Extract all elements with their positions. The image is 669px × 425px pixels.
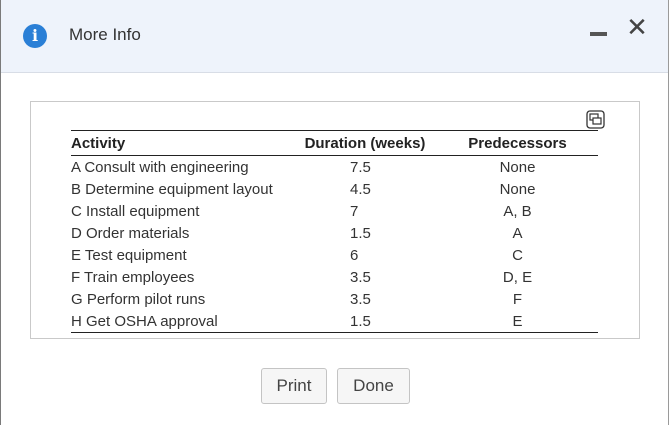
predecessors-cell: A	[512, 224, 523, 242]
duration-cell: 3.5	[350, 268, 371, 286]
table-row: G Perform pilot runs 3.5 F	[71, 288, 598, 310]
predecessors-cell: None	[499, 158, 536, 176]
minimize-button[interactable]	[590, 24, 608, 42]
predecessors-cell: D, E	[502, 268, 533, 286]
dialog-title: More Info	[69, 25, 141, 44]
activity-cell: H Get OSHA approval	[71, 310, 293, 333]
duration-cell: 3.5	[350, 290, 371, 308]
done-button[interactable]: Done	[337, 368, 410, 404]
table-row: A Consult with engineering 7.5 None	[71, 156, 598, 179]
activity-cell: A Consult with engineering	[71, 158, 249, 176]
activity-cell: C Install equipment	[71, 202, 200, 220]
predecessors-cell: None	[499, 180, 536, 198]
duration-cell: 7.5	[350, 158, 371, 176]
column-header-predecessors: Predecessors	[437, 130, 598, 156]
info-icon: i	[23, 24, 47, 48]
table-row: F Train employees 3.5 D, E	[71, 266, 598, 288]
activity-table: Activity Duration (weeks) Predecessors A…	[71, 130, 598, 333]
duration-cell: 1.5	[350, 224, 371, 242]
table-row: B Determine equipment layout 4.5 None	[71, 178, 598, 200]
duration-cell: 4.5	[350, 180, 371, 198]
activity-cell: F Train employees	[71, 268, 195, 286]
predecessors-cell: A, B	[503, 202, 532, 220]
duration-cell: 7	[350, 202, 359, 220]
predecessors-cell: C	[512, 246, 523, 264]
column-header-duration: Duration (weeks)	[293, 130, 437, 156]
column-header-activity: Activity	[71, 130, 293, 156]
activity-cell: B Determine equipment layout	[71, 180, 273, 198]
predecessors-cell: E	[437, 310, 598, 333]
activity-cell: D Order materials	[71, 224, 190, 242]
print-button[interactable]: Print	[261, 368, 327, 404]
minimize-icon	[590, 32, 607, 36]
table-row: E Test equipment 6 C	[71, 244, 598, 266]
duration-cell: 1.5	[350, 312, 371, 330]
table-header-row: Activity Duration (weeks) Predecessors	[71, 130, 598, 156]
close-icon: ✕	[626, 12, 648, 42]
predecessors-cell: F	[512, 290, 523, 308]
table-row: C Install equipment 7 A, B	[71, 200, 598, 222]
table-row: D Order materials 1.5 A	[71, 222, 598, 244]
activity-cell: E Test equipment	[71, 246, 187, 264]
dialog-titlebar: i More Info ✕	[1, 0, 668, 73]
close-button[interactable]: ✕	[625, 14, 649, 40]
table-row: H Get OSHA approval 1.5 E	[71, 310, 598, 333]
activity-cell: G Perform pilot runs	[71, 290, 206, 308]
copy-table-icon[interactable]	[586, 110, 605, 129]
duration-cell: 6	[350, 246, 359, 264]
